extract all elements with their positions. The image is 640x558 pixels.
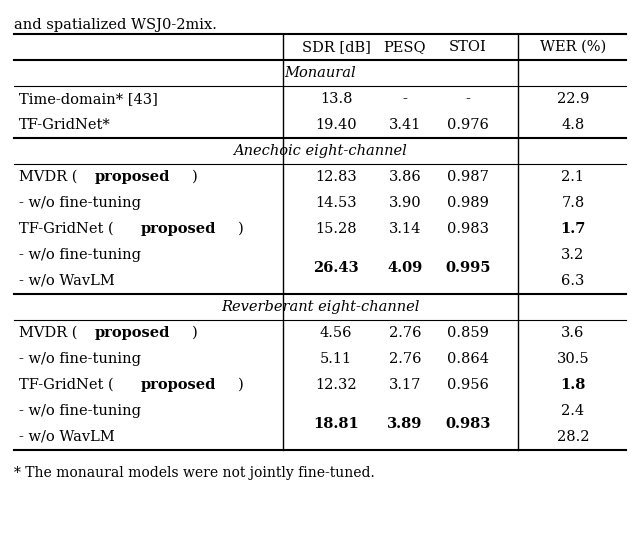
Text: 7.8: 7.8	[561, 196, 584, 210]
Text: proposed: proposed	[94, 326, 170, 340]
Text: 28.2: 28.2	[557, 430, 589, 444]
Text: 3.90: 3.90	[388, 196, 421, 210]
Text: Monaural: Monaural	[284, 66, 356, 80]
Text: MVDR (: MVDR (	[19, 170, 77, 184]
Text: 3.41: 3.41	[389, 118, 421, 132]
Text: 0.956: 0.956	[447, 378, 489, 392]
Text: - w/o WavLM: - w/o WavLM	[19, 430, 115, 444]
Text: TF-GridNet (: TF-GridNet (	[19, 222, 114, 236]
Text: - w/o fine-tuning: - w/o fine-tuning	[19, 352, 141, 366]
Text: 4.09: 4.09	[387, 261, 422, 275]
Text: Reverberant eight-channel: Reverberant eight-channel	[221, 300, 419, 314]
Text: 3.86: 3.86	[388, 170, 421, 184]
Text: 0.989: 0.989	[447, 196, 489, 210]
Text: 6.3: 6.3	[561, 274, 585, 288]
Text: 2.76: 2.76	[388, 352, 421, 366]
Text: 12.83: 12.83	[315, 170, 357, 184]
Text: 12.32: 12.32	[315, 378, 357, 392]
Text: 1.8: 1.8	[560, 378, 586, 392]
Text: 0.859: 0.859	[447, 326, 489, 340]
Text: 4.8: 4.8	[561, 118, 584, 132]
Text: 0.864: 0.864	[447, 352, 489, 366]
Text: 4.56: 4.56	[320, 326, 352, 340]
Text: - w/o fine-tuning: - w/o fine-tuning	[19, 196, 141, 210]
Text: 5.11: 5.11	[320, 352, 352, 366]
Text: ): )	[238, 378, 244, 392]
Text: proposed: proposed	[141, 222, 216, 236]
Text: SDR [dB]: SDR [dB]	[301, 40, 371, 54]
Text: WER (%): WER (%)	[540, 40, 606, 54]
Text: 3.6: 3.6	[561, 326, 585, 340]
Text: - w/o WavLM: - w/o WavLM	[19, 274, 115, 288]
Text: * The monaural models were not jointly fine-tuned.: * The monaural models were not jointly f…	[14, 466, 375, 480]
Text: 0.976: 0.976	[447, 118, 489, 132]
Text: 15.28: 15.28	[315, 222, 357, 236]
Text: 3.17: 3.17	[389, 378, 421, 392]
Text: 2.76: 2.76	[388, 326, 421, 340]
Text: 3.89: 3.89	[387, 417, 422, 431]
Text: 0.987: 0.987	[447, 170, 489, 184]
Text: 3.14: 3.14	[389, 222, 421, 236]
Text: 22.9: 22.9	[557, 92, 589, 106]
Text: ): )	[191, 170, 197, 184]
Text: 19.40: 19.40	[315, 118, 357, 132]
Text: PESQ: PESQ	[384, 40, 426, 54]
Text: and spatialized WSJ0-2mix.: and spatialized WSJ0-2mix.	[14, 18, 217, 32]
Text: 30.5: 30.5	[557, 352, 589, 366]
Text: TF-GridNet*: TF-GridNet*	[19, 118, 111, 132]
Text: STOI: STOI	[449, 40, 487, 54]
Text: 0.983: 0.983	[447, 222, 489, 236]
Text: Time-domain* [43]: Time-domain* [43]	[19, 92, 158, 106]
Text: 14.53: 14.53	[315, 196, 357, 210]
Text: 26.43: 26.43	[313, 261, 359, 275]
Text: 18.81: 18.81	[313, 417, 359, 431]
Text: 0.983: 0.983	[445, 417, 491, 431]
Text: ): )	[191, 326, 197, 340]
Text: 2.4: 2.4	[561, 404, 584, 418]
Text: proposed: proposed	[141, 378, 216, 392]
Text: 0.995: 0.995	[445, 261, 491, 275]
Text: - w/o fine-tuning: - w/o fine-tuning	[19, 248, 141, 262]
Text: MVDR (: MVDR (	[19, 326, 77, 340]
Text: 13.8: 13.8	[320, 92, 352, 106]
Text: TF-GridNet (: TF-GridNet (	[19, 378, 114, 392]
Text: 2.1: 2.1	[561, 170, 584, 184]
Text: -: -	[465, 92, 470, 106]
Text: Anechoic eight-channel: Anechoic eight-channel	[233, 144, 407, 158]
Text: ): )	[238, 222, 244, 236]
Text: -: -	[403, 92, 408, 106]
Text: 1.7: 1.7	[560, 222, 586, 236]
Text: proposed: proposed	[94, 170, 170, 184]
Text: - w/o fine-tuning: - w/o fine-tuning	[19, 404, 141, 418]
Text: 3.2: 3.2	[561, 248, 584, 262]
